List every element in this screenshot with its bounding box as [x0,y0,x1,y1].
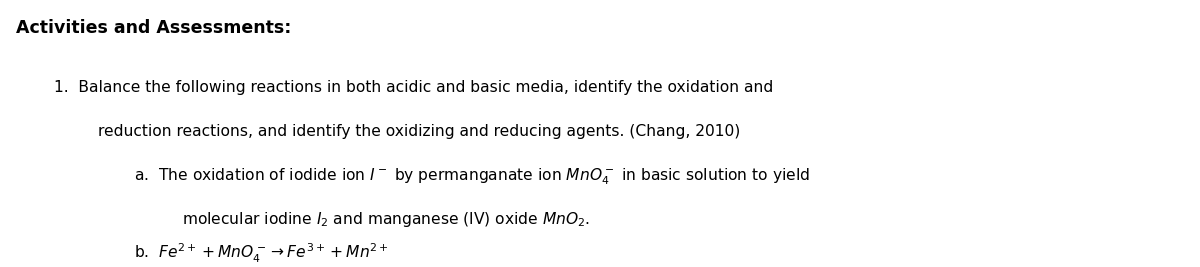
Text: a.  The oxidation of iodide ion $\mathit{I}^-$ by permanganate ion $\mathit{MnO}: a. The oxidation of iodide ion $\mathit{… [134,167,810,187]
Text: Activities and Assessments:: Activities and Assessments: [16,19,290,37]
Text: molecular iodine $\mathit{I}_2$ and manganese (IV) oxide $\mathit{MnO}_2$.: molecular iodine $\mathit{I}_2$ and mang… [182,210,590,229]
Text: 1.  Balance the following reactions in both acidic and basic media, identify the: 1. Balance the following reactions in bo… [54,80,773,95]
Text: b.  $\mathit{Fe}^{2+} + \mathit{MnO}_4^- \rightarrow \mathit{Fe}^{3+} + \mathit{: b. $\mathit{Fe}^{2+} + \mathit{MnO}_4^- … [134,242,389,265]
Text: reduction reactions, and identify the oxidizing and reducing agents. (Chang, 201: reduction reactions, and identify the ox… [98,124,740,139]
